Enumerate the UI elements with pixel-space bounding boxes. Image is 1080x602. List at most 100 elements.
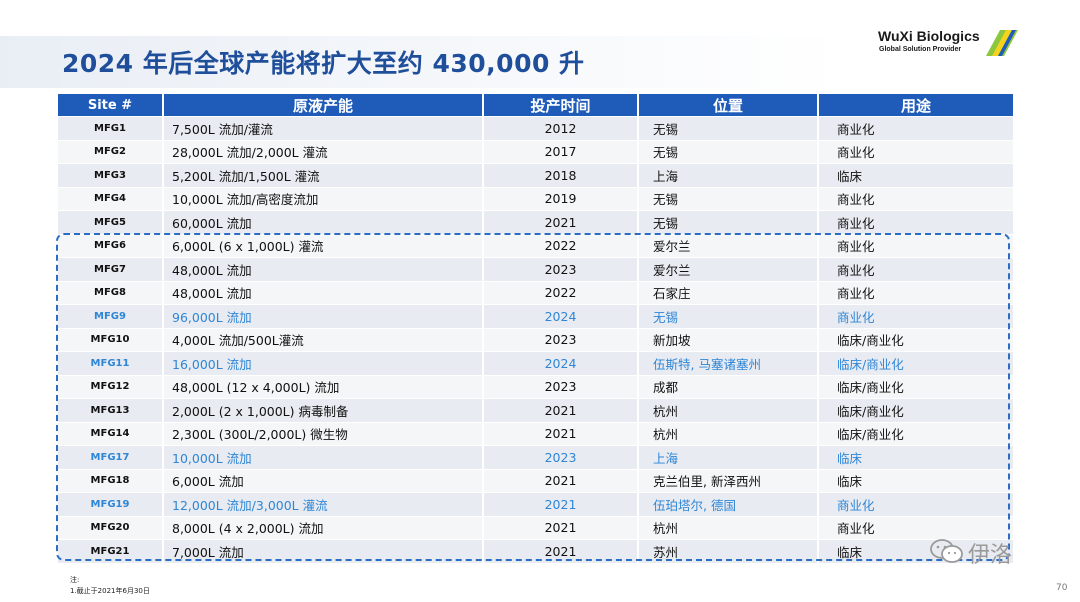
year-cell: 2018 [482,163,638,187]
location-cell: 无锡 [637,304,818,328]
logo-stripes-icon [986,30,1018,56]
table-row: MFG17 10,000L 流加 2023 上海 临床 [58,445,1013,469]
table-row: MFG8 48,000L 流加 2022 石家庄 商业化 [58,280,1013,305]
site-cell: MFG10 [58,327,163,352]
site-cell: MFG19 [58,492,163,516]
site-cell: MFG21 [58,539,163,563]
page-number: 70 [1056,583,1068,593]
location-cell: 杭州 [637,421,818,446]
company-logo: WuXi Biologics Global Solution Provider [878,28,1018,68]
wechat-icon [930,539,963,563]
capacity-cell: 48,000L 流加 [162,280,483,305]
header-year: 投产时间 [482,94,638,117]
year-cell: 2024 [482,351,638,375]
use-cell: 商业化 [817,233,1013,258]
year-cell: 2021 [482,398,638,422]
capacity-cell: 8,000L (4 x 2,000L) 流加 [162,515,483,540]
site-cell: MFG18 [58,468,163,493]
capacity-cell: 7,500L 流加/灌流 [162,116,483,140]
use-cell: 临床 [817,445,1013,469]
table-row: MFG7 48,000L 流加 2023 爱尔兰 商业化 [58,257,1013,281]
table-row: MFG20 8,000L (4 x 2,000L) 流加 2021 杭州 商业化 [58,515,1013,540]
year-cell: 2024 [482,304,638,328]
use-cell: 商业化 [817,139,1013,164]
table-row: MFG5 60,000L 流加 2021 无锡 商业化 [58,210,1013,234]
footnote-text: 1.截止于2021年6月30日 [70,587,150,595]
header-site: Site # [58,94,163,117]
capacity-cell: 48,000L (12 x 4,000L) 流加 [162,374,483,399]
site-cell: MFG20 [58,515,163,540]
use-cell: 临床 [817,468,1013,493]
table-row: MFG2 28,000L 流加/2,000L 灌流 2017 无锡 商业化 [58,139,1013,164]
site-cell: MFG3 [58,163,163,187]
use-cell: 临床/商业化 [817,351,1013,375]
site-cell: MFG12 [58,374,163,399]
location-cell: 杭州 [637,515,818,540]
use-cell: 商业化 [817,280,1013,305]
location-cell: 无锡 [637,116,818,140]
table-header-row: Site # 原液产能 投产时间 位置 用途 [58,94,1013,117]
year-cell: 2021 [482,539,638,563]
use-cell: 临床/商业化 [817,398,1013,422]
capacity-cell: 10,000L 流加 [162,445,483,469]
site-cell: MFG14 [58,421,163,446]
use-cell: 商业化 [817,304,1013,328]
location-cell: 苏州 [637,539,818,563]
use-cell: 商业化 [817,515,1013,540]
use-cell: 临床/商业化 [817,327,1013,352]
table-row: MFG14 2,300L (300L/2,000L) 微生物 2021 杭州 临床/商业… [58,421,1013,446]
location-cell: 无锡 [637,139,818,164]
site-cell: MFG1 [58,116,163,140]
table-row: MFG3 5,200L 流加/1,500L 灌流 2018 上海 临床 [58,163,1013,187]
table-row: MFG4 10,000L 流加/高密度流加 2019 无锡 商业化 [58,186,1013,211]
use-cell: 临床/商业化 [817,374,1013,399]
year-cell: 2022 [482,233,638,258]
year-cell: 2023 [482,257,638,281]
capacity-cell: 12,000L 流加/3,000L 灌流 [162,492,483,516]
capacity-cell: 48,000L 流加 [162,257,483,281]
header-capacity: 原液产能 [162,94,483,117]
site-cell: MFG9 [58,304,163,328]
logo-tagline: Global Solution Provider [879,46,962,53]
table-row: MFG6 6,000L (6 x 1,000L) 灌流 2022 爱尔兰 商业化 [58,233,1013,258]
capacity-cell: 4,000L 流加/500L灌流 [162,327,483,352]
location-cell: 上海 [637,163,818,187]
location-cell: 伍珀塔尔, 德国 [637,492,818,516]
header-location: 位置 [637,94,818,117]
site-cell: MFG11 [58,351,163,375]
capacity-cell: 16,000L 流加 [162,351,483,375]
capacity-cell: 2,300L (300L/2,000L) 微生物 [162,421,483,446]
table-row: MFG21 7,000L 流加 2021 苏州 临床 [58,539,1013,563]
footnote-label: 注: [70,576,80,584]
year-cell: 2021 [482,515,638,540]
location-cell: 克兰伯里, 新泽西州 [637,468,818,493]
site-cell: MFG4 [58,186,163,211]
location-cell: 爱尔兰 [637,233,818,258]
capacity-cell: 7,000L 流加 [162,539,483,563]
watermark-text: 伊洛 [968,543,1013,568]
site-cell: MFG7 [58,257,163,281]
capacity-cell: 2,000L (2 x 1,000L) 病毒制备 [162,398,483,422]
capacity-cell: 28,000L 流加/2,000L 灌流 [162,139,483,164]
table-row: MFG13 2,000L (2 x 1,000L) 病毒制备 2021 杭州 临床/商业… [58,398,1013,422]
location-cell: 新加坡 [637,327,818,352]
capacity-cell: 60,000L 流加 [162,210,483,234]
year-cell: 2023 [482,445,638,469]
year-cell: 2017 [482,139,638,164]
title-bar [0,36,1080,88]
capacity-cell: 6,000L 流加 [162,468,483,493]
location-cell: 成都 [637,374,818,399]
site-cell: MFG8 [58,280,163,305]
site-cell: MFG2 [58,139,163,164]
site-cell: MFG13 [58,398,163,422]
table-row: MFG10 4,000L 流加/500L灌流 2023 新加坡 临床/商业化 [58,327,1013,352]
location-cell: 杭州 [637,398,818,422]
location-cell: 爱尔兰 [637,257,818,281]
location-cell: 上海 [637,445,818,469]
use-cell: 临床 [817,539,1013,563]
manufacturing-sites-table: Site # 原液产能 投产时间 位置 用途 MFG1 7,500L 流加/灌流 2… [58,94,1013,563]
use-cell: 临床/商业化 [817,421,1013,446]
capacity-cell: 96,000L 流加 [162,304,483,328]
use-cell: 临床 [817,163,1013,187]
year-cell: 2021 [482,492,638,516]
